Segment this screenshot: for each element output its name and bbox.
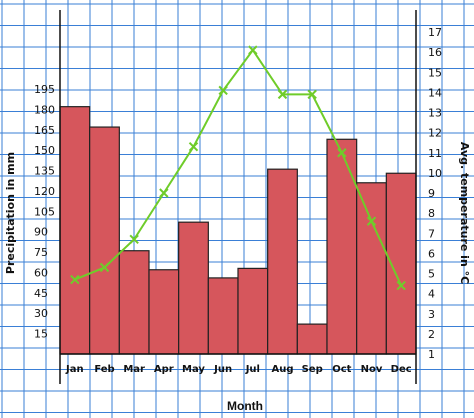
precipitation-bar-mar bbox=[118, 250, 150, 355]
right-tick-label: 6 bbox=[428, 247, 435, 260]
precipitation-bar-feb bbox=[89, 126, 120, 355]
left-tick-label: 90 bbox=[34, 226, 48, 239]
x-tick-label-apr: Apr bbox=[154, 364, 174, 375]
temperature-point-apr bbox=[159, 188, 169, 198]
temperature-marker-stroke bbox=[366, 216, 377, 226]
precipitation-bars bbox=[59, 106, 417, 355]
x-tick-label-oct: Oct bbox=[332, 364, 351, 375]
temperature-marker-stroke bbox=[307, 89, 317, 100]
right-tick-label: 16 bbox=[428, 46, 442, 59]
temperature-point-aug bbox=[277, 89, 288, 100]
left-tick-label: 135 bbox=[34, 165, 55, 178]
temperature-marker-stroke bbox=[99, 262, 110, 273]
temperature-marker-stroke bbox=[337, 148, 347, 158]
x-tick-label-dec: Dec bbox=[391, 364, 412, 375]
right-tick-label: 12 bbox=[428, 127, 442, 140]
precipitation-bar-sep bbox=[296, 323, 328, 355]
x-axis-title: Month bbox=[227, 399, 263, 413]
left-tick-label: 180 bbox=[34, 103, 55, 116]
temperature-point-may bbox=[188, 142, 199, 152]
x-tick-label-jul: Jul bbox=[245, 364, 260, 375]
temperature-point-feb bbox=[99, 262, 110, 273]
left-tick-label: 60 bbox=[34, 266, 48, 279]
temperature-point-mar bbox=[129, 234, 139, 244]
left-tick-label: 165 bbox=[34, 124, 55, 137]
x-tick-label-feb: Feb bbox=[94, 364, 114, 375]
precipitation-bar-dec bbox=[385, 172, 417, 355]
temperature-point-dec bbox=[396, 280, 406, 291]
precipitation-bar-jul bbox=[237, 267, 269, 355]
left-tick-label: 120 bbox=[34, 185, 55, 198]
left-tick-label: 45 bbox=[34, 287, 48, 300]
left-tick-label: 150 bbox=[34, 144, 55, 157]
precipitation-bar-jun bbox=[207, 277, 239, 355]
temperature-marker-stroke bbox=[248, 45, 258, 55]
x-tick-label-mar: Mar bbox=[123, 364, 145, 375]
left-axis-ticks: 15 30 45 60 75 90 105 120 135 150 165 180 195 bbox=[34, 83, 55, 341]
right-tick-label: 4 bbox=[428, 288, 435, 301]
right-tick-label: 1 bbox=[428, 348, 435, 361]
temperature-marker-stroke bbox=[70, 274, 80, 285]
right-tick-label: 9 bbox=[428, 187, 435, 200]
left-tick-label: 15 bbox=[34, 328, 48, 341]
right-tick-label: 17 bbox=[428, 26, 442, 39]
right-tick-label: 10 bbox=[428, 167, 442, 180]
precipitation-bar-oct bbox=[326, 138, 358, 355]
right-axis-title: Avg. temperature in °C bbox=[458, 142, 471, 284]
right-tick-label: 7 bbox=[428, 227, 435, 240]
precipitation-bar-nov bbox=[356, 182, 387, 355]
right-tick-label: 11 bbox=[428, 147, 442, 160]
temperature-series-line bbox=[74, 48, 403, 286]
temperature-point-jun bbox=[218, 85, 228, 96]
category-labels: Jan Feb Mar Apr May Jun Jul Aug Sep Oct Nov Dec bbox=[65, 364, 412, 375]
temperature-line bbox=[70, 45, 406, 291]
temperature-marker-stroke bbox=[218, 85, 228, 96]
temperature-marker-stroke bbox=[188, 142, 199, 152]
right-tick-label: 3 bbox=[428, 308, 435, 321]
precipitation-bar-may bbox=[178, 221, 209, 355]
right-tick-label: 13 bbox=[428, 107, 442, 120]
right-tick-label: 8 bbox=[428, 207, 435, 220]
x-tick-label-sep: Sep bbox=[302, 364, 323, 375]
precipitation-bar-aug bbox=[267, 168, 298, 355]
x-tick-label-jun: Jun bbox=[213, 364, 232, 375]
x-tick-label-jan: Jan bbox=[65, 364, 84, 375]
left-tick-label: 30 bbox=[34, 307, 48, 320]
precipitation-bar-apr bbox=[148, 269, 180, 355]
left-tick-label: 195 bbox=[34, 83, 55, 96]
x-tick-label-may: May bbox=[182, 364, 205, 375]
right-tick-label: 14 bbox=[428, 86, 442, 99]
right-tick-label: 15 bbox=[428, 66, 442, 79]
temperature-marker-stroke bbox=[277, 89, 288, 100]
right-tick-label: 5 bbox=[428, 268, 435, 281]
left-tick-label: 105 bbox=[34, 205, 55, 218]
temperature-point-oct bbox=[337, 148, 347, 158]
temperature-point-nov bbox=[366, 216, 377, 226]
left-tick-label: 75 bbox=[34, 246, 48, 259]
x-tick-label-aug: Aug bbox=[271, 364, 293, 375]
temperature-point-sep bbox=[307, 89, 317, 100]
temperature-point-jul bbox=[248, 45, 258, 55]
axes bbox=[59, 10, 417, 384]
x-tick-label-nov: Nov bbox=[361, 364, 383, 375]
temperature-point-jan bbox=[70, 274, 80, 285]
temperature-marker-stroke bbox=[159, 188, 169, 198]
precipitation-bar-jan bbox=[59, 106, 91, 355]
temperature-marker-stroke bbox=[396, 280, 406, 291]
left-axis-title: Precipitation in mm bbox=[4, 152, 17, 274]
temperature-marker-stroke bbox=[129, 234, 139, 244]
right-tick-label: 2 bbox=[428, 328, 435, 341]
